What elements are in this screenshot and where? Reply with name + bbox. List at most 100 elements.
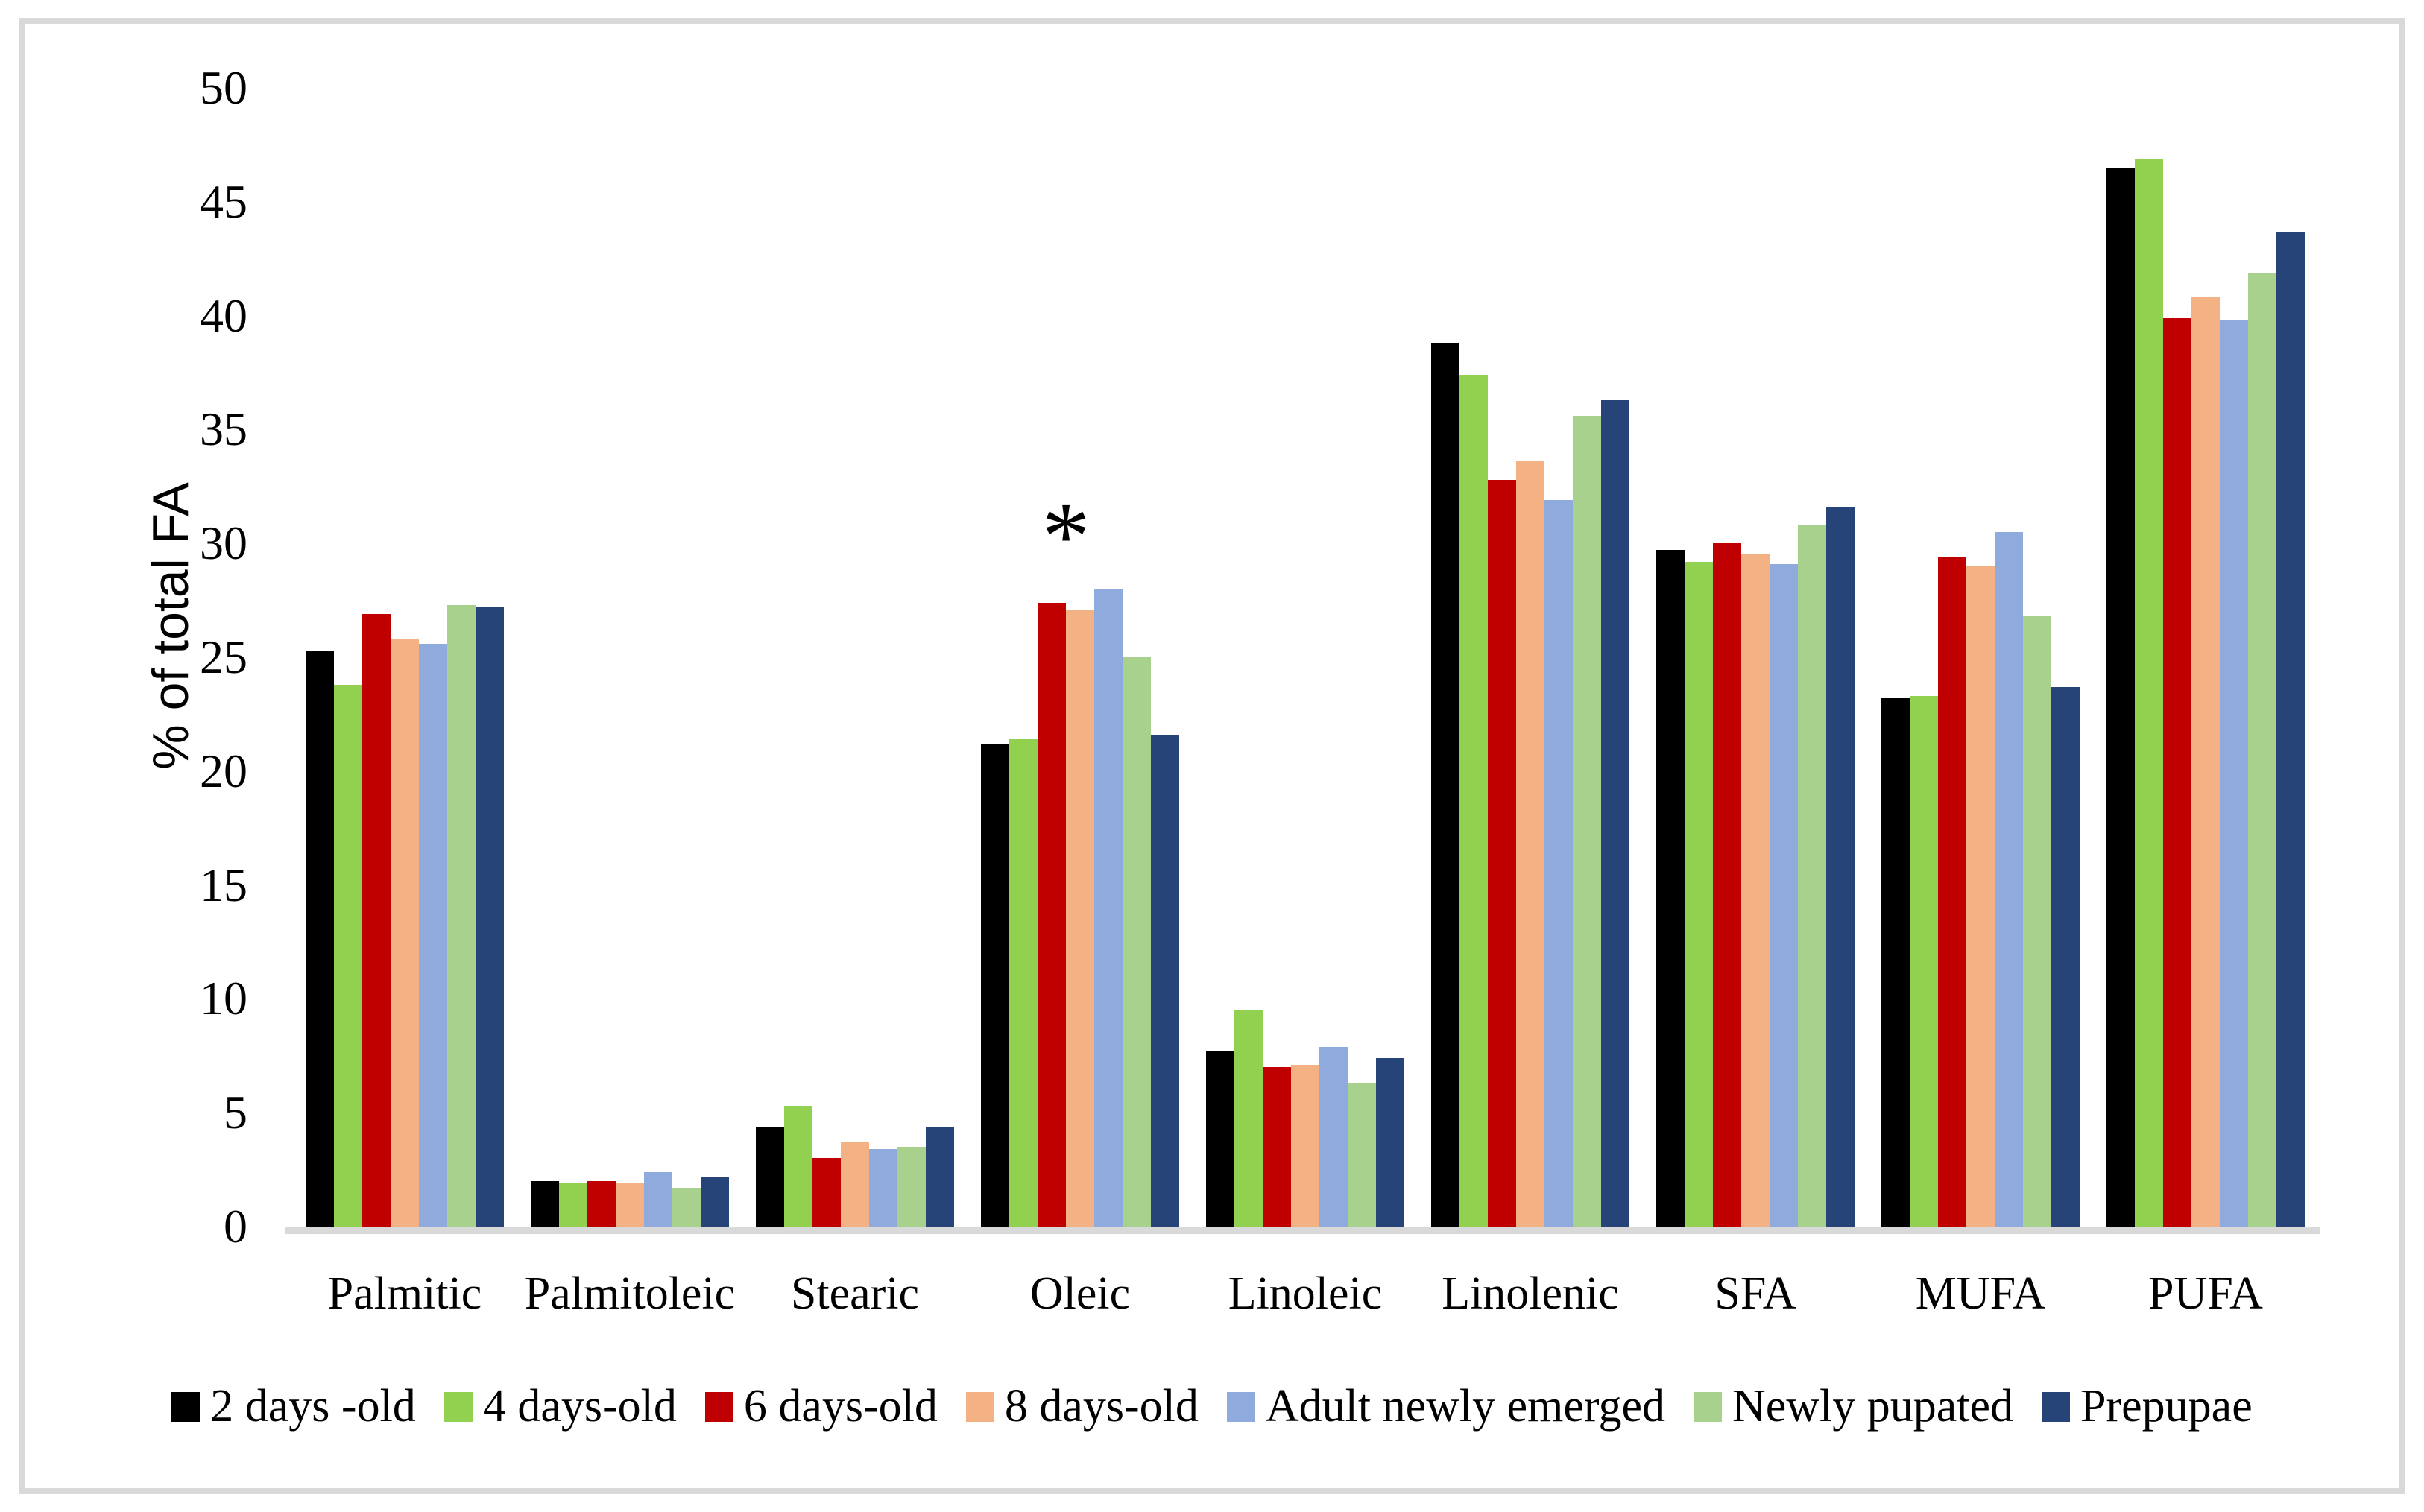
legend-label: Prepupae (2080, 1381, 2253, 1432)
legend-label: Adult newly emerged (1265, 1381, 1665, 1432)
bar (812, 1158, 841, 1227)
legend-item: 2 days -old (171, 1380, 416, 1433)
bar (1009, 739, 1038, 1227)
bar (897, 1147, 926, 1227)
legend-swatch (2042, 1391, 2071, 1422)
x-axis-baseline (285, 1227, 2320, 1234)
category-label: PUFA (2148, 1268, 2263, 1319)
bar (981, 744, 1009, 1227)
bar (2276, 232, 2305, 1227)
y-tick-label: 45 (200, 174, 247, 228)
legend-item: 8 days-old (965, 1380, 1199, 1433)
bar (784, 1106, 812, 1227)
bar (2023, 616, 2051, 1227)
bar (1713, 543, 1741, 1227)
bar (1601, 400, 1629, 1227)
bar (2106, 168, 2135, 1227)
bar (1488, 480, 1516, 1227)
bar (1151, 735, 1179, 1227)
bar (1234, 1010, 1263, 1227)
bar (1573, 416, 1601, 1227)
bar (587, 1181, 616, 1227)
category-label: Linolenic (1442, 1268, 1619, 1319)
bar (1826, 507, 1855, 1227)
bar (869, 1149, 897, 1227)
bar (1938, 557, 1966, 1227)
significance-asterisk: * (1041, 483, 1091, 590)
bar (2248, 273, 2276, 1227)
category-label: Linoleic (1228, 1268, 1383, 1319)
bar (1431, 343, 1459, 1227)
bar (362, 614, 391, 1227)
bar (447, 605, 476, 1227)
bar (1798, 525, 1826, 1227)
y-tick-label: 40 (200, 288, 247, 342)
bar (391, 639, 419, 1227)
bar (1544, 500, 1573, 1227)
legend-swatch (171, 1391, 201, 1422)
bar (1459, 375, 1488, 1227)
bar (476, 607, 504, 1227)
legend: 2 days -old 4 days-old 6 days-old 8 days-ol… (0, 1380, 2424, 1433)
legend-label: 8 days-old (1004, 1381, 1199, 1432)
bar (1881, 698, 1910, 1227)
category-label: Oleic (1029, 1268, 1131, 1319)
y-tick-label: 15 (200, 858, 247, 911)
bar (1319, 1047, 1348, 1227)
bar (644, 1172, 672, 1227)
legend-label: 2 days -old (210, 1381, 416, 1432)
bar (1910, 696, 1938, 1227)
bar (1685, 562, 1713, 1227)
bar (1995, 532, 2023, 1227)
bar (1206, 1051, 1234, 1227)
bar (2051, 687, 2080, 1227)
y-tick-label: 25 (200, 630, 247, 683)
bar (672, 1188, 701, 1227)
bar (1263, 1067, 1291, 1227)
legend-swatch (444, 1391, 473, 1422)
bar (1656, 550, 1685, 1227)
legend-swatch (1693, 1391, 1722, 1422)
bar (1741, 554, 1770, 1227)
legend-item: 4 days-old (444, 1380, 677, 1433)
legend-item: Adult newly emerged (1226, 1380, 1665, 1433)
category-label: Stearic (790, 1268, 920, 1319)
bar (2163, 318, 2191, 1227)
bar (1770, 564, 1798, 1227)
legend-item: 6 days-old (704, 1380, 938, 1433)
bar (1516, 461, 1544, 1227)
bar (756, 1127, 784, 1227)
y-tick-label: 35 (200, 402, 247, 456)
bar (531, 1181, 559, 1227)
bar (926, 1127, 954, 1227)
bar (1094, 589, 1123, 1227)
bar (334, 685, 362, 1227)
category-label: SFA (1714, 1268, 1796, 1319)
legend-label: 6 days-old (743, 1381, 938, 1432)
y-tick-label: 5 (224, 1086, 247, 1139)
bar (1291, 1065, 1319, 1227)
bar (2191, 297, 2220, 1227)
bar (616, 1183, 644, 1227)
y-tick-label: 10 (200, 972, 247, 1025)
category-label: Palmitoleic (524, 1268, 736, 1319)
bar (701, 1177, 729, 1227)
bar (1038, 603, 1066, 1227)
plot-area (292, 88, 2318, 1227)
y-tick-label: 30 (200, 516, 247, 570)
bar (841, 1142, 869, 1227)
y-tick-label: 20 (200, 744, 247, 797)
category-label: Palmitic (327, 1268, 482, 1319)
legend-swatch (704, 1391, 733, 1422)
bar (1966, 566, 1995, 1227)
bar (1348, 1083, 1376, 1227)
bar (2135, 159, 2163, 1227)
legend-label: Newly pupated (1732, 1381, 2014, 1432)
legend-swatch (965, 1391, 994, 1422)
bar (559, 1183, 587, 1227)
legend-swatch (1226, 1391, 1255, 1422)
y-tick-label: 50 (200, 61, 247, 114)
bar (1123, 657, 1151, 1227)
bar (306, 651, 334, 1227)
bar (1066, 610, 1094, 1227)
